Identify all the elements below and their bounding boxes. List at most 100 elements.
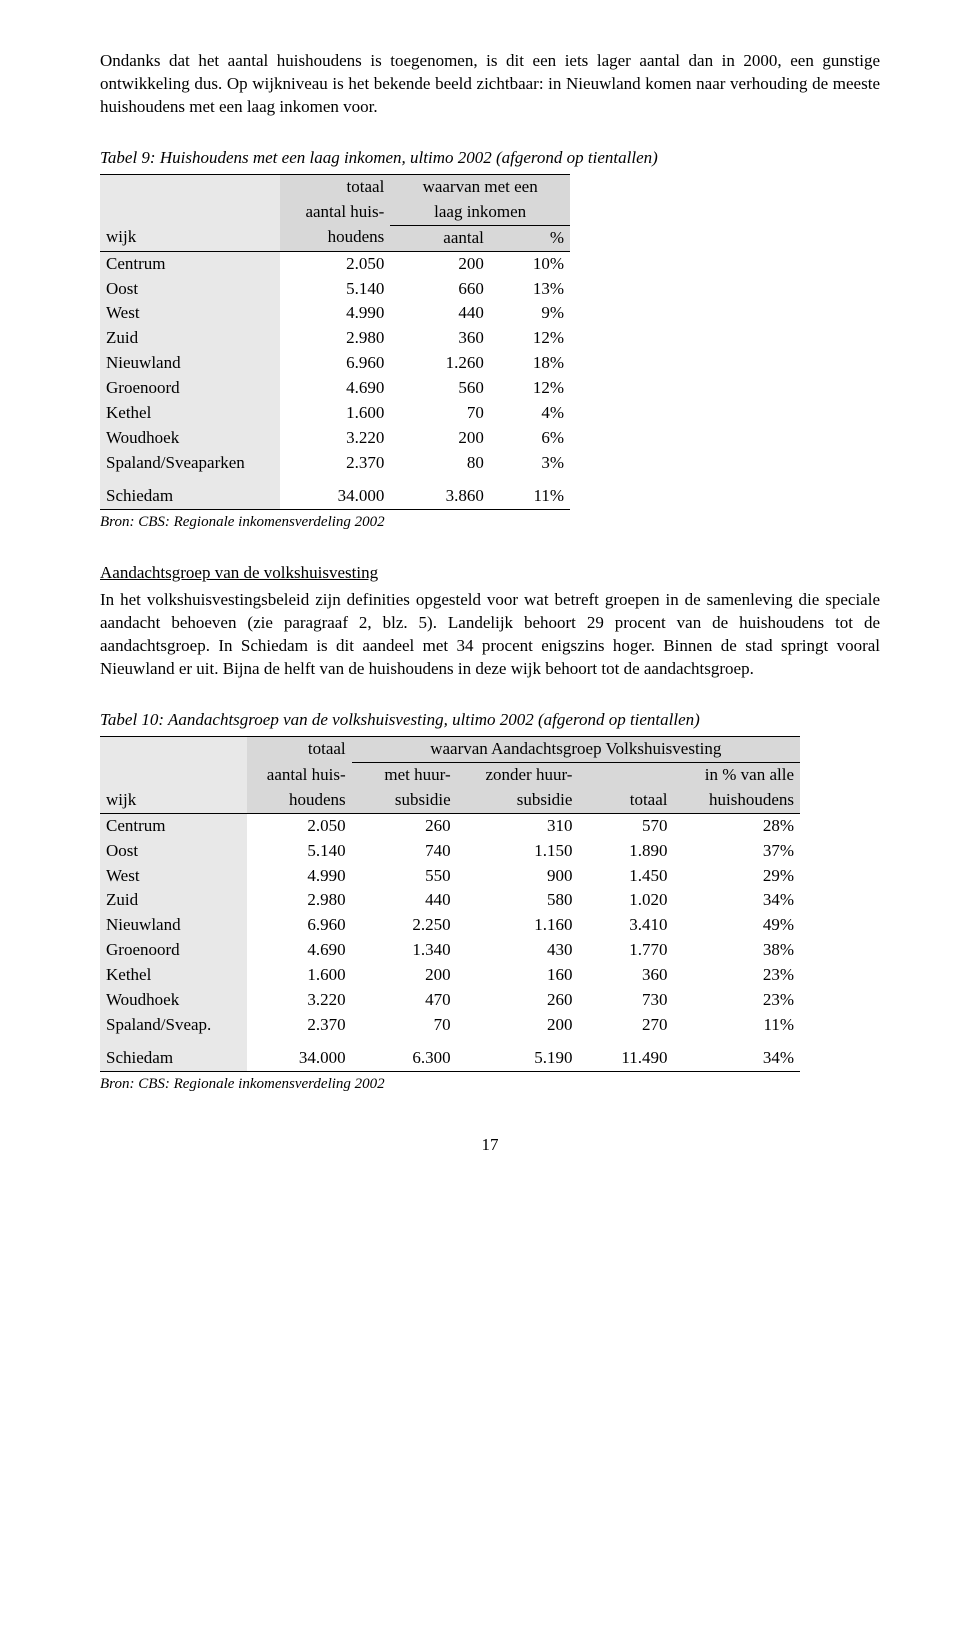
t10-row-pct: 23% xyxy=(674,988,801,1013)
t9-col-pct: % xyxy=(490,225,570,251)
table10-title: Tabel 10: Aandachtsgroep van de volkshui… xyxy=(100,709,880,732)
t9-row-wijk: Zuid xyxy=(100,326,280,351)
t9-col-waarvan2: laag inkomen xyxy=(390,200,570,225)
t9-row-tot: 1.600 xyxy=(280,401,390,426)
t10-total-t: 11.490 xyxy=(578,1046,673,1071)
t10-row-tot: 5.140 xyxy=(247,839,352,864)
t9-row-pct: 3% xyxy=(490,451,570,476)
page-number: 17 xyxy=(100,1134,880,1157)
table10-source: Bron: CBS: Regionale inkomensverdeling 2… xyxy=(100,1074,880,1094)
t9-row-tot: 2.370 xyxy=(280,451,390,476)
t9-col-waarvan1: waarvan met een xyxy=(390,174,570,199)
t9-row-tot: 3.220 xyxy=(280,426,390,451)
t10-row-zon: 430 xyxy=(457,938,579,963)
t10-row-zon: 1.160 xyxy=(457,913,579,938)
t9-row-pct: 13% xyxy=(490,277,570,302)
t10-row-t: 570 xyxy=(578,813,673,838)
t9-total-tot: 34.000 xyxy=(280,484,390,509)
t10-col-pct1: in % van alle xyxy=(674,762,801,787)
t10-col-totaal3: houdens xyxy=(247,788,352,813)
t10-row-tot: 2.370 xyxy=(247,1013,352,1038)
t10-row-zon: 1.150 xyxy=(457,839,579,864)
t10-row-t: 730 xyxy=(578,988,673,1013)
t10-row-wijk: Groenoord xyxy=(100,938,247,963)
t9-col-aantal: aantal xyxy=(390,225,490,251)
intro-paragraph: Ondanks dat het aantal huishoudens is to… xyxy=(100,50,880,119)
t10-row-t: 1.890 xyxy=(578,839,673,864)
t10-row-met: 470 xyxy=(352,988,457,1013)
t10-row-wijk: Woudhoek xyxy=(100,988,247,1013)
t10-row-t: 1.450 xyxy=(578,864,673,889)
t10-row-zon: 260 xyxy=(457,988,579,1013)
table9-source: Bron: CBS: Regionale inkomensverdeling 2… xyxy=(100,512,880,532)
section2-body: In het volkshuisvestingsbeleid zijn defi… xyxy=(100,589,880,681)
t10-row-t: 1.770 xyxy=(578,938,673,963)
t10-row-wijk: Oost xyxy=(100,839,247,864)
t10-row-met: 550 xyxy=(352,864,457,889)
t10-total-pct: 34% xyxy=(674,1046,801,1071)
t9-total-wijk: Schiedam xyxy=(100,484,280,509)
t9-row-aant: 360 xyxy=(390,326,490,351)
t9-row-aant: 70 xyxy=(390,401,490,426)
t9-row-tot: 4.690 xyxy=(280,376,390,401)
t10-row-tot: 4.690 xyxy=(247,938,352,963)
t10-row-wijk: West xyxy=(100,864,247,889)
t9-row-wijk: Woudhoek xyxy=(100,426,280,451)
t9-row-tot: 5.140 xyxy=(280,277,390,302)
t10-row-t: 3.410 xyxy=(578,913,673,938)
t10-row-zon: 200 xyxy=(457,1013,579,1038)
t10-row-met: 2.250 xyxy=(352,913,457,938)
t9-row-wijk: Oost xyxy=(100,277,280,302)
t10-row-met: 70 xyxy=(352,1013,457,1038)
t9-row-pct: 12% xyxy=(490,326,570,351)
t9-row-tot: 2.050 xyxy=(280,251,390,276)
t9-row-wijk: West xyxy=(100,301,280,326)
t9-row-wijk: Kethel xyxy=(100,401,280,426)
section2-title: Aandachtsgroep van de volkshuisvesting xyxy=(100,562,880,585)
table10: totaal waarvan Aandachtsgroep Volkshuisv… xyxy=(100,736,800,1072)
t10-row-tot: 3.220 xyxy=(247,988,352,1013)
t10-row-pct: 23% xyxy=(674,963,801,988)
t10-col-met1: met huur- xyxy=(352,762,457,787)
t10-col-totaal1: totaal xyxy=(247,736,352,762)
t9-row-tot: 4.990 xyxy=(280,301,390,326)
t10-row-pct: 38% xyxy=(674,938,801,963)
t10-col-zonder1: zonder huur- xyxy=(457,762,579,787)
t10-row-pct: 11% xyxy=(674,1013,801,1038)
t9-row-aant: 560 xyxy=(390,376,490,401)
t10-row-wijk: Centrum xyxy=(100,813,247,838)
t10-total-met: 6.300 xyxy=(352,1046,457,1071)
t9-row-pct: 10% xyxy=(490,251,570,276)
t10-row-wijk: Nieuwland xyxy=(100,913,247,938)
t10-row-tot: 2.050 xyxy=(247,813,352,838)
t10-row-t: 1.020 xyxy=(578,888,673,913)
t10-row-met: 740 xyxy=(352,839,457,864)
t9-col-totaal3: houdens xyxy=(280,225,390,251)
t10-row-zon: 310 xyxy=(457,813,579,838)
t10-row-pct: 34% xyxy=(674,888,801,913)
t9-col-totaal1: totaal xyxy=(280,174,390,199)
t9-row-aant: 200 xyxy=(390,251,490,276)
t10-row-tot: 2.980 xyxy=(247,888,352,913)
t10-col-totaal2: aantal huis- xyxy=(247,762,352,787)
t10-row-zon: 160 xyxy=(457,963,579,988)
t10-row-met: 200 xyxy=(352,963,457,988)
t9-row-wijk: Spaland/Sveaparken xyxy=(100,451,280,476)
t9-col-wijk: wijk xyxy=(100,225,280,251)
t9-row-aant: 80 xyxy=(390,451,490,476)
t10-total-tot: 34.000 xyxy=(247,1046,352,1071)
t9-row-aant: 1.260 xyxy=(390,351,490,376)
t9-row-pct: 6% xyxy=(490,426,570,451)
t10-row-t: 270 xyxy=(578,1013,673,1038)
t9-row-aant: 200 xyxy=(390,426,490,451)
t10-row-pct: 28% xyxy=(674,813,801,838)
t10-col-pct2: huishoudens xyxy=(674,788,801,813)
t10-total-zon: 5.190 xyxy=(457,1046,579,1071)
t10-row-wijk: Zuid xyxy=(100,888,247,913)
t9-total-aant: 3.860 xyxy=(390,484,490,509)
t10-col-zonder2: subsidie xyxy=(457,788,579,813)
t10-row-met: 1.340 xyxy=(352,938,457,963)
t9-row-pct: 4% xyxy=(490,401,570,426)
t10-row-met: 260 xyxy=(352,813,457,838)
t10-col-tot: totaal xyxy=(578,788,673,813)
